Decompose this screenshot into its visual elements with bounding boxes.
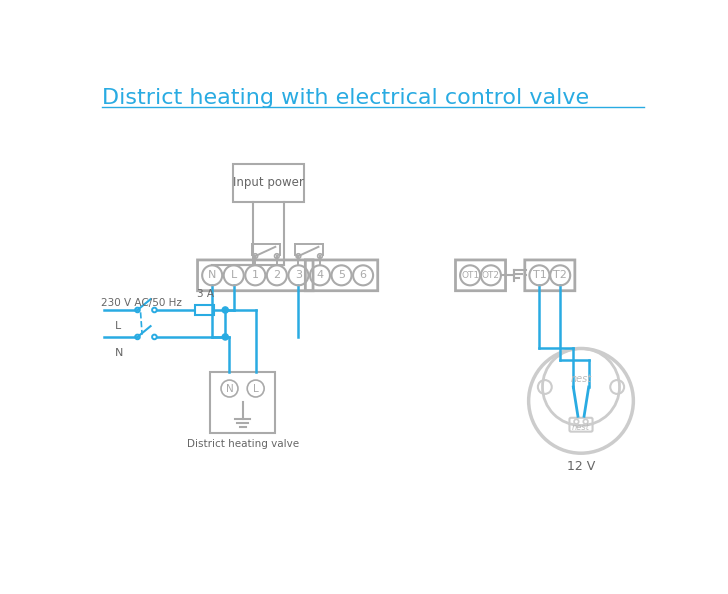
- Text: District heating valve: District heating valve: [186, 440, 298, 449]
- Text: T1: T1: [533, 270, 546, 280]
- Text: N: N: [114, 347, 123, 358]
- Circle shape: [222, 307, 229, 313]
- Text: 3 A: 3 A: [197, 289, 214, 299]
- Text: L: L: [253, 384, 258, 393]
- Text: 12 V: 12 V: [567, 460, 595, 473]
- Circle shape: [222, 334, 229, 340]
- Text: 3: 3: [295, 270, 302, 280]
- Text: 6: 6: [360, 270, 367, 280]
- Text: 230 V AC/50 Hz: 230 V AC/50 Hz: [100, 298, 181, 308]
- Text: 4: 4: [317, 270, 323, 280]
- Text: OT1: OT1: [461, 271, 479, 280]
- Text: nest: nest: [571, 374, 592, 384]
- Text: Input power: Input power: [233, 176, 304, 189]
- Text: L: L: [114, 321, 121, 331]
- Text: N: N: [226, 384, 234, 393]
- Bar: [210, 372, 275, 433]
- Text: nest: nest: [572, 422, 590, 431]
- Text: T2: T2: [553, 270, 567, 280]
- Text: L: L: [231, 270, 237, 280]
- Text: District heating with electrical control valve: District heating with electrical control…: [102, 89, 589, 108]
- Text: 5: 5: [338, 270, 345, 280]
- Text: 2: 2: [273, 270, 280, 280]
- Text: OT2: OT2: [482, 271, 500, 280]
- Text: 1: 1: [252, 270, 258, 280]
- Bar: [195, 305, 214, 315]
- Bar: [233, 164, 304, 202]
- Text: N: N: [208, 270, 216, 280]
